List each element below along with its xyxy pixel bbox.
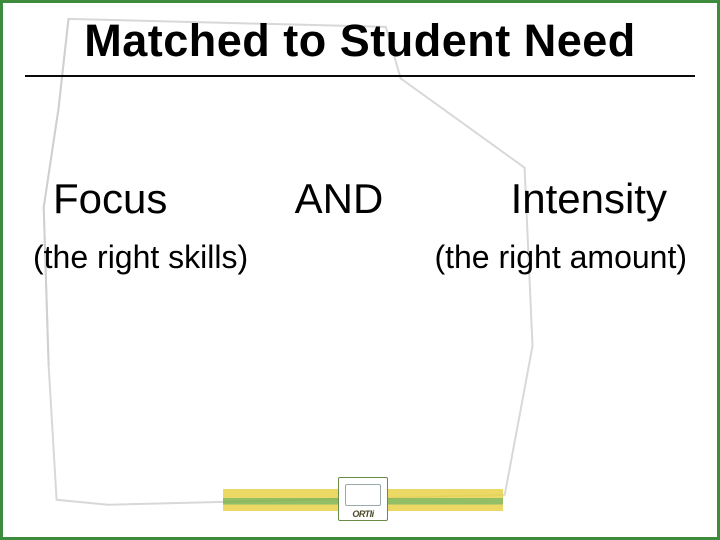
main-row: Focus AND Intensity xyxy=(53,175,667,223)
logo-badge-icon: ORTIi xyxy=(338,477,388,521)
focus-label: Focus xyxy=(53,175,167,223)
slide: Matched to Student Need Focus AND Intens… xyxy=(0,0,720,540)
intensity-sub: (the right amount) xyxy=(434,239,687,276)
and-label: AND xyxy=(295,175,384,223)
intensity-label: Intensity xyxy=(511,175,667,223)
title-block: Matched to Student Need xyxy=(25,15,695,77)
title-underline xyxy=(25,75,695,77)
focus-sub: (the right skills) xyxy=(33,239,248,276)
logo-acronym: ORTIi xyxy=(339,509,387,519)
page-title: Matched to Student Need xyxy=(25,15,695,67)
logo-strip: ORTIi xyxy=(223,479,503,521)
sub-row: (the right skills) (the right amount) xyxy=(33,239,687,276)
